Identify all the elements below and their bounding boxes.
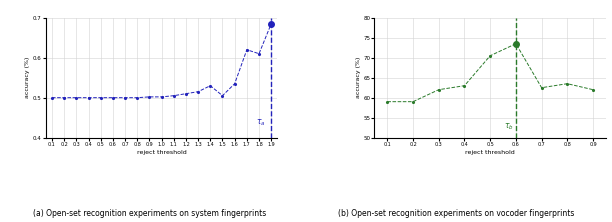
X-axis label: reject threshold: reject threshold [136,150,187,155]
Text: $\tau_a$: $\tau_a$ [256,117,265,128]
Y-axis label: accuracy (%): accuracy (%) [356,57,360,98]
Text: (b) Open-set recognition experiments on vocoder fingerprints: (b) Open-set recognition experiments on … [338,208,574,218]
X-axis label: reject threshold: reject threshold [465,150,515,155]
Text: $\tau_b$: $\tau_b$ [504,121,513,132]
Text: (a) Open-set recognition experiments on system fingerprints: (a) Open-set recognition experiments on … [33,208,267,218]
Y-axis label: accuracy (%): accuracy (%) [25,57,30,98]
